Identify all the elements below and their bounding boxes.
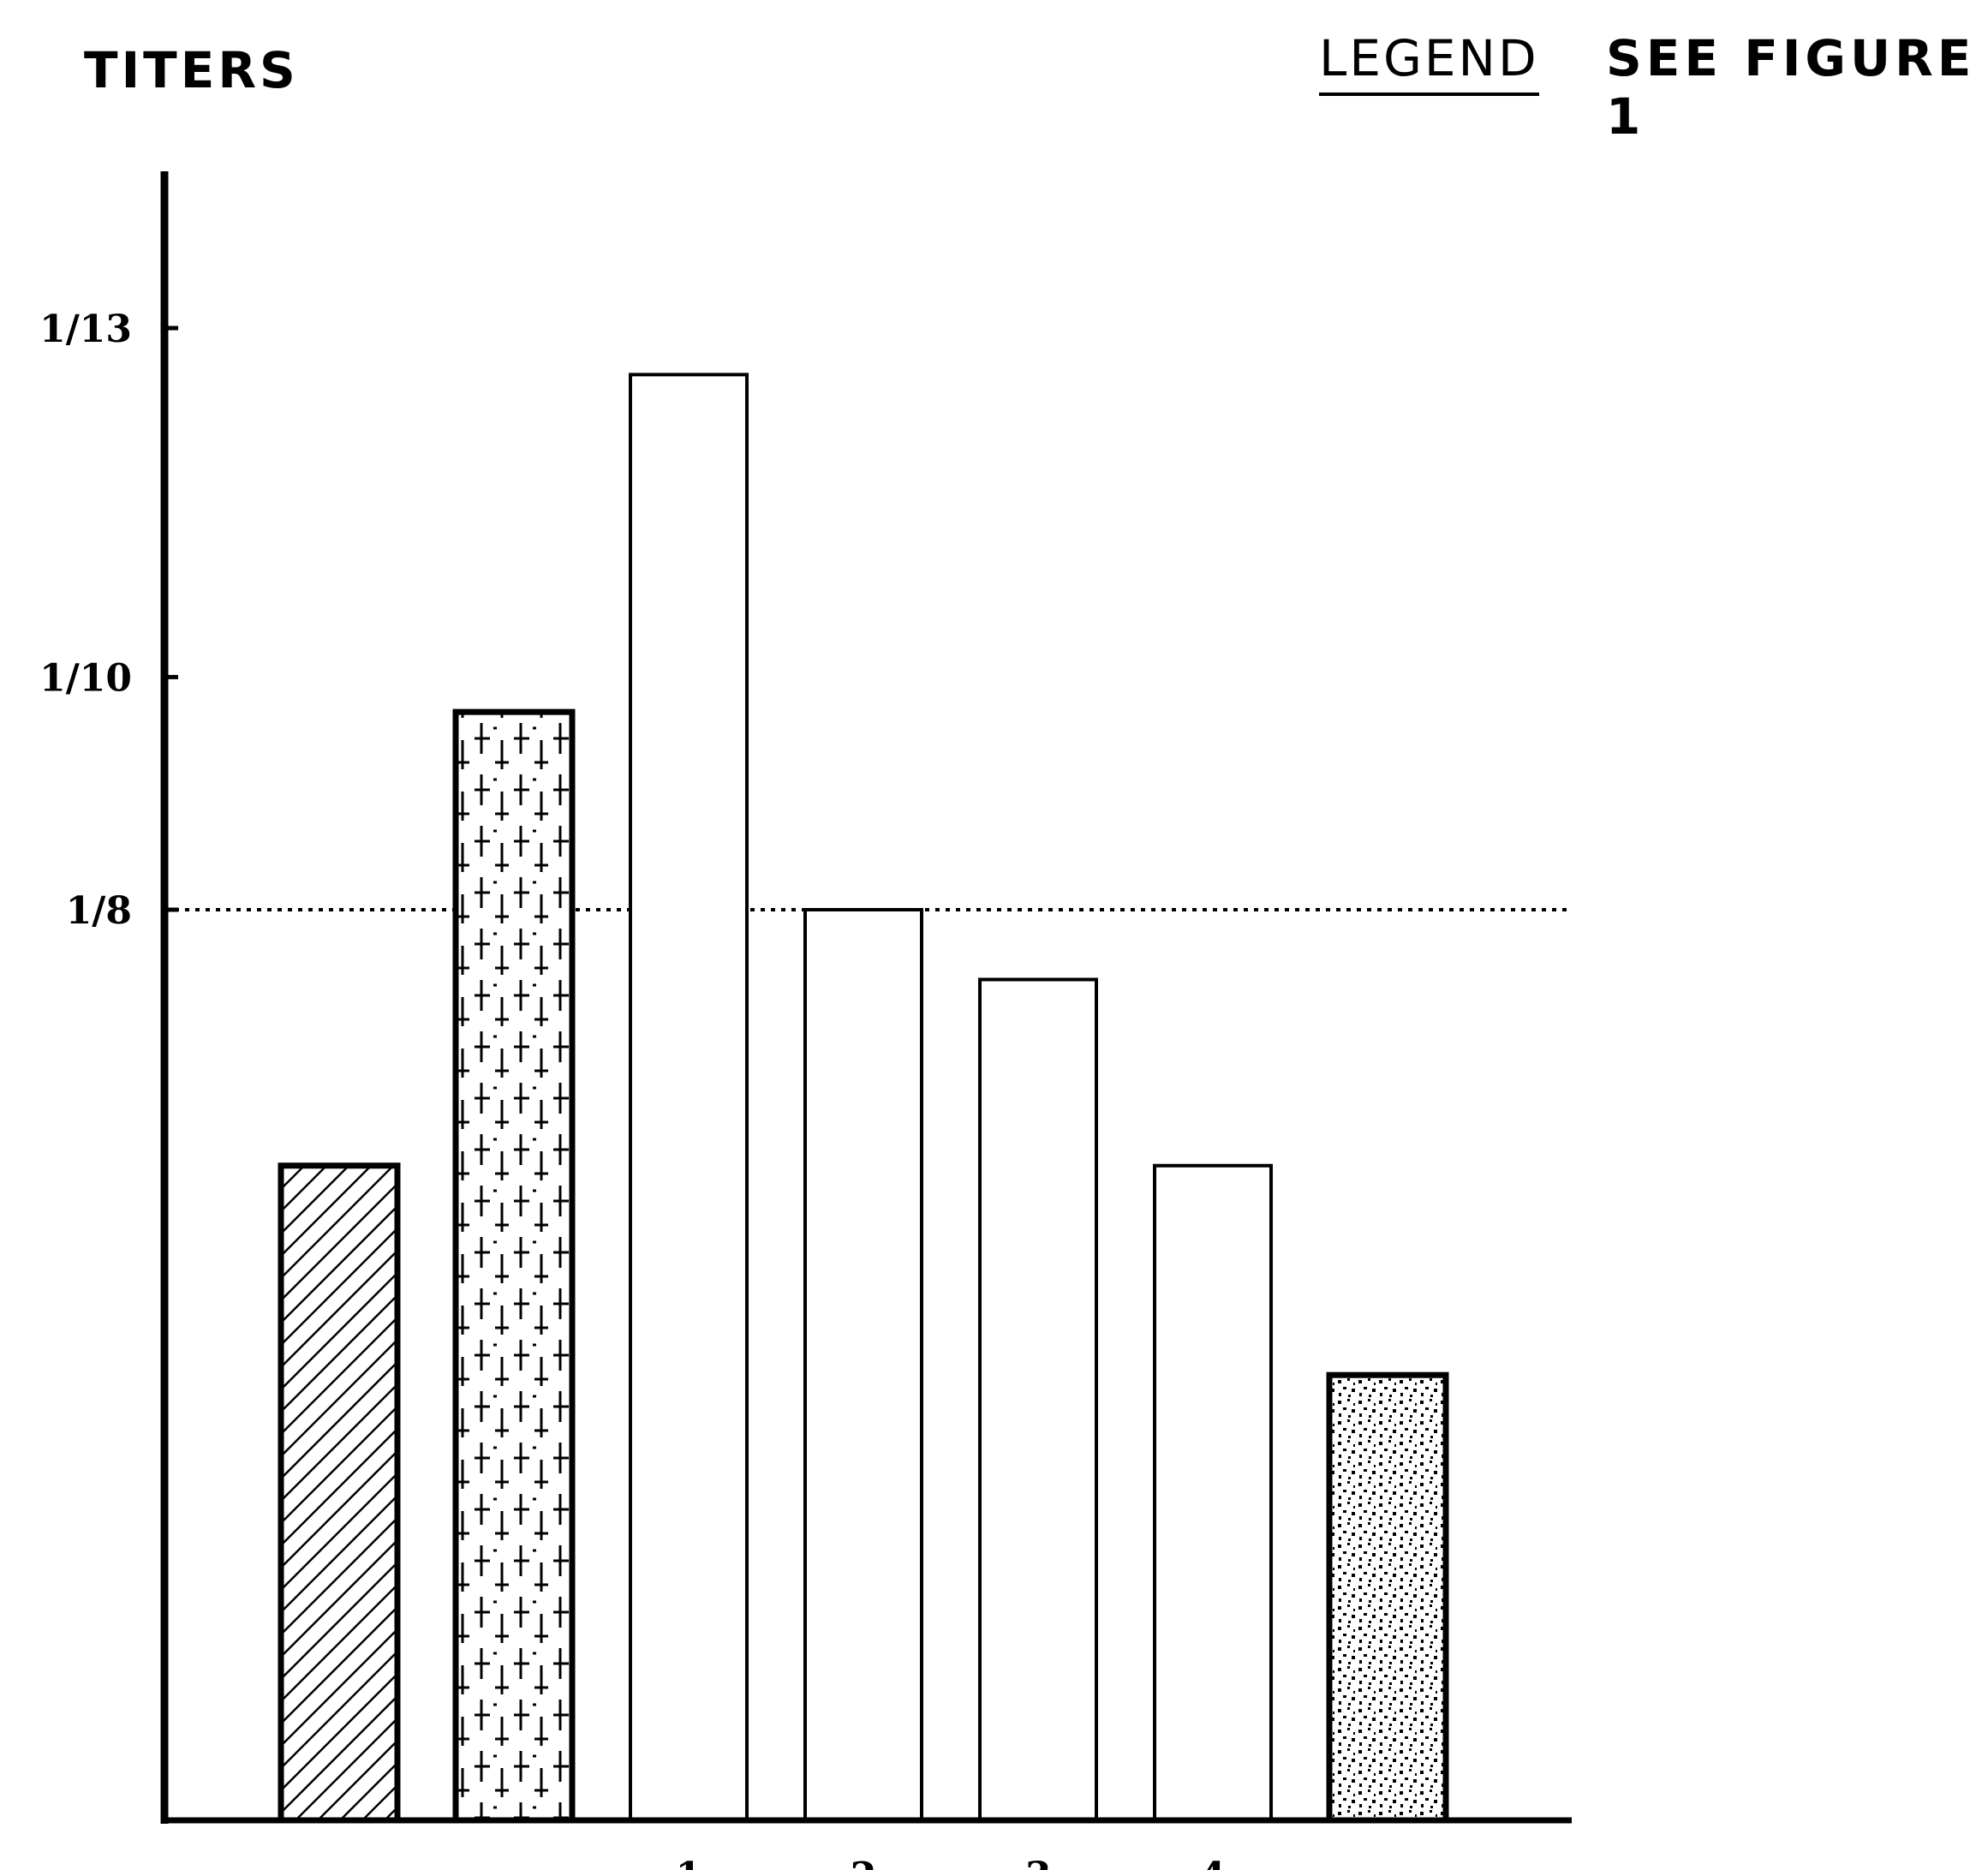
- y-tick-label: 1/8: [66, 889, 132, 933]
- legend-reference: SEE FIGURE 1: [1606, 29, 1976, 146]
- category-label: 3: [1025, 1855, 1052, 1870]
- bar: [278, 1162, 401, 1824]
- bar: [1326, 1371, 1449, 1824]
- category-label: 2: [851, 1855, 877, 1870]
- bar: [803, 908, 923, 1822]
- bar: [629, 373, 749, 1823]
- bar: [452, 708, 576, 1824]
- category-label: 1: [676, 1855, 702, 1870]
- y-tick-label: 1/10: [39, 656, 132, 700]
- y-tick-label: 1/13: [39, 308, 132, 351]
- chart-title: TITERS: [84, 41, 299, 99]
- bar: [978, 977, 1098, 1822]
- bar: [1153, 1163, 1273, 1822]
- category-label: 4: [1200, 1855, 1227, 1870]
- legend-label: LEGEND: [1319, 29, 1539, 96]
